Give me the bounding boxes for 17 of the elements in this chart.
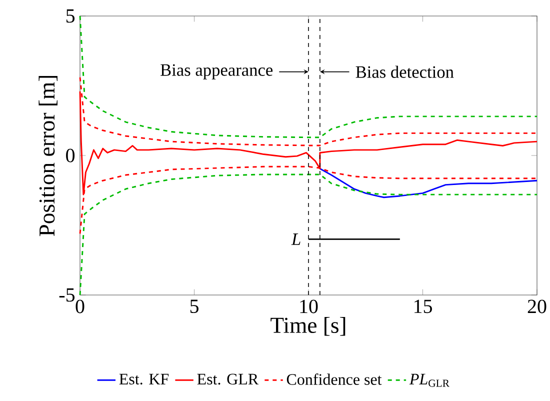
x-tick-label: 20: [528, 300, 546, 314]
y-axis-title: Position error [m]: [38, 76, 58, 236]
legend-label: Est. KF: [119, 374, 169, 385]
annotation: Bias detection: [356, 66, 454, 78]
y-tick-label: 0: [66, 148, 75, 162]
x-axis-title: Time [s]: [270, 317, 346, 336]
legend-label: Est. GLR: [197, 374, 259, 385]
annotation: Bias appearance: [160, 64, 273, 80]
legend-label: Confidence set: [286, 373, 382, 385]
y-tick-label: 5: [66, 9, 75, 23]
x-tick-label: 5: [190, 300, 198, 313]
annotation: L: [291, 234, 300, 245]
legend-label: PL$_{GLR}$: [409, 374, 450, 387]
y-tick-label: -5: [59, 288, 75, 302]
x-tick-label: 0: [76, 300, 84, 314]
x-tick-label: 15: [414, 300, 432, 314]
x-tick-label: 10: [300, 300, 318, 314]
